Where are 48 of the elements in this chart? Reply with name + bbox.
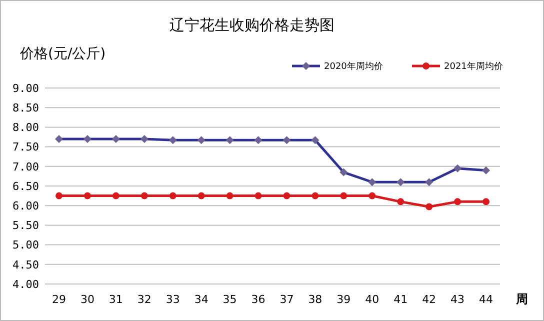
point [312, 192, 319, 200]
x-tick-label: 37 [280, 293, 294, 306]
x-tick-label: 42 [422, 293, 436, 306]
x-tick-label: 39 [336, 293, 351, 306]
y-tick-label: 5.50 [12, 219, 39, 232]
point [112, 192, 120, 200]
point [283, 192, 290, 200]
point [140, 192, 148, 200]
x-tick-label: 30 [80, 293, 94, 306]
x-tick-label: 40 [365, 293, 380, 306]
point [482, 198, 490, 206]
point [84, 192, 91, 200]
x-tick-label: 44 [479, 293, 493, 306]
y-tick-label: 6.50 [12, 180, 39, 193]
y-tick-label: 8.00 [12, 121, 39, 134]
y-tick-label: 8.50 [12, 101, 39, 114]
point [56, 192, 62, 200]
y-tick-label: 6.00 [12, 199, 39, 212]
x-tick-label: 33 [166, 293, 180, 306]
chart-title: 辽宁花生收购价格走势图 [170, 16, 334, 34]
x-tick-label: 43 [450, 293, 465, 306]
point [454, 198, 462, 206]
point [254, 192, 262, 200]
x-tick-label: 34 [194, 293, 208, 306]
y-tick-label: 4.50 [12, 258, 39, 272]
y-tick-label: 9.00 [12, 82, 39, 95]
x-tick-label: 41 [394, 293, 408, 306]
point [340, 192, 348, 200]
x-axis-title: 周 [515, 292, 528, 306]
point [426, 203, 433, 210]
x-tick-label: 31 [108, 293, 123, 306]
x-tick-label: 36 [251, 293, 266, 306]
y-tick-label: 7.00 [12, 160, 39, 174]
x-tick-label: 38 [308, 293, 322, 306]
legend-label: 2020年周均价 [324, 61, 383, 72]
y-tick-label: 4.00 [12, 278, 39, 291]
x-tick-label: 32 [137, 293, 152, 306]
y-tick-label: 7.50 [12, 140, 39, 154]
x-tick-label: 29 [52, 293, 66, 306]
point [397, 198, 404, 206]
point [198, 192, 205, 200]
y-tick-label: 5.00 [12, 238, 39, 252]
x-tick-label: 35 [222, 293, 237, 306]
point [226, 192, 234, 200]
legend-label: 2021年周均价 [444, 61, 503, 72]
point [368, 192, 376, 200]
y-axis-title: 价格(元/公斤) [19, 46, 106, 62]
point [169, 192, 176, 200]
